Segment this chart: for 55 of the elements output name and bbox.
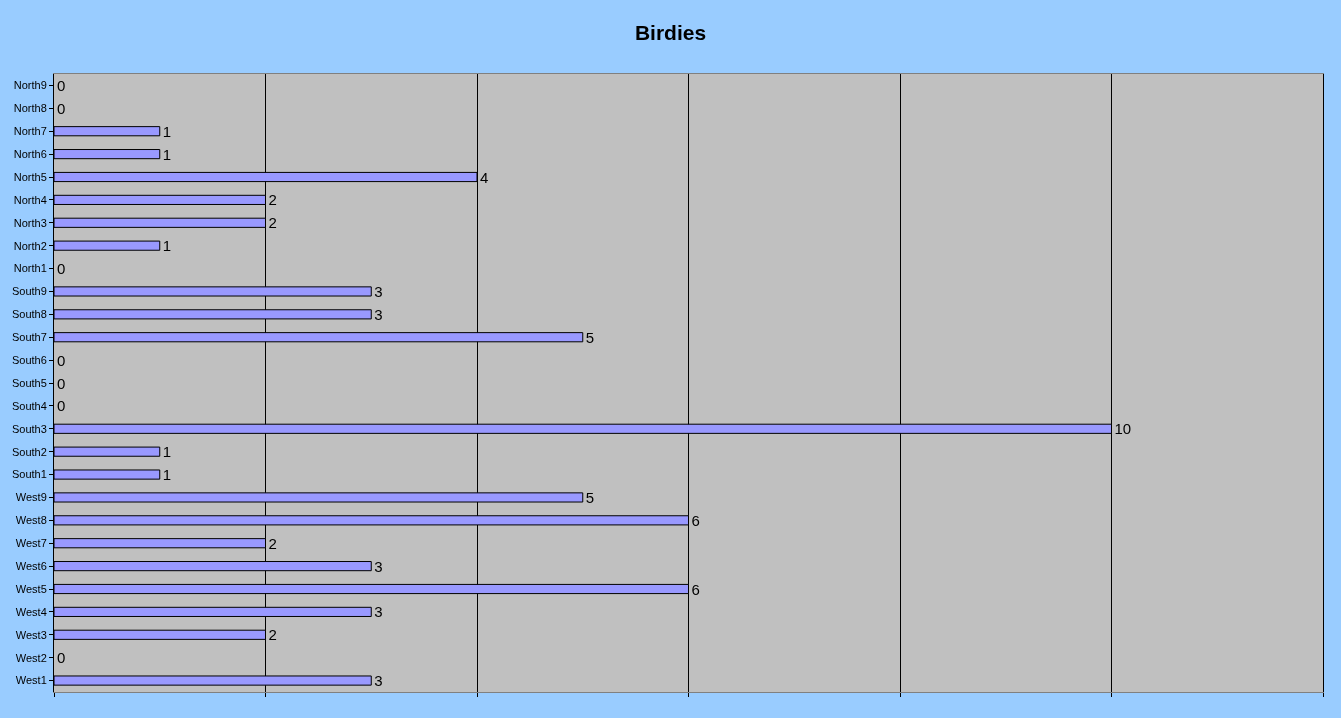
data-label: 2 xyxy=(268,534,277,552)
data-label: 0 xyxy=(57,649,66,667)
y-tick-label: North8 xyxy=(13,102,47,115)
data-label: 1 xyxy=(162,145,172,163)
data-label: 5 xyxy=(585,488,595,506)
y-tick-label: West5 xyxy=(15,582,47,595)
data-label: 4 xyxy=(480,168,489,186)
data-label: 0 xyxy=(57,76,66,94)
data-label: 0 xyxy=(57,397,66,415)
data-label: 3 xyxy=(374,672,383,690)
data-label: 10 xyxy=(1114,420,1132,438)
y-tick-label: West7 xyxy=(15,537,47,550)
y-tick-label: South9 xyxy=(11,285,47,298)
chart-title: Birdies xyxy=(634,20,707,44)
y-tick-label: West2 xyxy=(15,651,47,664)
y-tick-label: West9 xyxy=(15,491,47,504)
y-tick-label: North1 xyxy=(13,262,47,275)
y-tick-label: North5 xyxy=(13,170,47,183)
y-tick-label: South3 xyxy=(11,422,47,435)
data-label: 2 xyxy=(268,626,277,644)
y-tick-label: North7 xyxy=(13,125,47,138)
y-tick-label: West4 xyxy=(15,605,47,618)
y-tick-label: South1 xyxy=(11,468,47,481)
y-tick-label: West3 xyxy=(15,628,47,641)
y-tick-label: North4 xyxy=(13,193,47,206)
data-label: 1 xyxy=(162,237,172,255)
data-label: 3 xyxy=(374,282,383,300)
data-label: 6 xyxy=(691,580,700,598)
data-label: 2 xyxy=(268,214,277,232)
y-tick-label: South2 xyxy=(11,445,47,458)
y-tick-label: West6 xyxy=(15,559,47,572)
y-tick-label: South6 xyxy=(11,353,47,366)
data-label: 0 xyxy=(57,374,66,392)
data-label: 1 xyxy=(162,466,172,484)
data-label: 3 xyxy=(374,557,383,575)
data-label: 0 xyxy=(57,260,66,278)
data-label: 1 xyxy=(162,122,172,140)
y-tick-label: South4 xyxy=(11,399,47,412)
y-tick-label: South8 xyxy=(11,308,47,321)
y-tick-label: South7 xyxy=(11,331,47,344)
data-label: 0 xyxy=(57,99,66,117)
data-label: 3 xyxy=(374,305,383,323)
data-label: 1 xyxy=(162,443,172,461)
data-label: 3 xyxy=(374,603,383,621)
data-label: 6 xyxy=(691,511,700,529)
y-tick-label: West1 xyxy=(15,674,47,687)
y-tick-label: North9 xyxy=(13,79,47,92)
y-tick-label: North6 xyxy=(13,147,47,160)
data-label: 5 xyxy=(585,328,595,346)
y-tick-label: South5 xyxy=(11,376,47,389)
y-tick-label: North3 xyxy=(13,216,47,229)
data-label: 0 xyxy=(57,351,66,369)
y-tick-label: North2 xyxy=(13,239,47,252)
data-label: 2 xyxy=(268,191,277,209)
y-tick-label: West8 xyxy=(15,514,47,527)
